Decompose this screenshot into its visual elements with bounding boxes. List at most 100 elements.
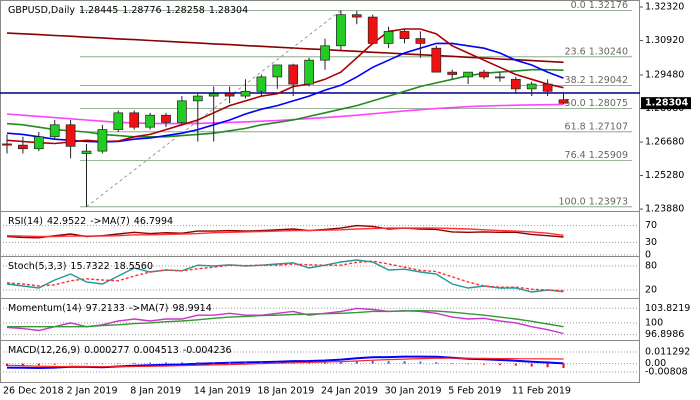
candle-body xyxy=(177,100,187,123)
y-tick-label: 100 xyxy=(645,317,663,328)
candle-body xyxy=(129,112,140,128)
candle-body xyxy=(145,114,155,128)
indicator-name: Momentum(14) xyxy=(8,303,82,314)
histogram-bar xyxy=(483,363,485,365)
candle-body xyxy=(542,83,553,92)
y-tick-label: 1.29480 xyxy=(645,70,684,81)
histogram-bar xyxy=(498,363,501,366)
x-tick-label: 30 Jan 2019 xyxy=(385,386,442,397)
y-tick-label: 96.8986 xyxy=(645,329,684,340)
panel-header: Momentum(14) 97.2133 ->MA(7) 98.9914 xyxy=(8,303,212,314)
x-tick-label: 24 Jan 2019 xyxy=(321,386,378,397)
fib-label: 38.2 1.29042 xyxy=(565,75,628,86)
candle-body xyxy=(272,64,283,78)
candle-body xyxy=(224,93,235,97)
y-tick-label: 0 xyxy=(645,250,651,261)
histogram-bar xyxy=(133,362,136,364)
histogram-bar xyxy=(117,363,120,364)
y-tick-label: 0.011292 xyxy=(645,347,690,358)
histogram-bar xyxy=(467,363,470,365)
histogram-bar xyxy=(101,363,104,365)
fib-label: 76.4 1.25909 xyxy=(565,150,628,161)
candle-body xyxy=(558,99,569,104)
indicator-line xyxy=(6,32,564,64)
y-tick-label: 30 xyxy=(645,237,657,248)
histogram-bar xyxy=(53,363,56,365)
histogram-bar xyxy=(21,363,24,366)
histogram-bar xyxy=(355,360,358,364)
candle-body xyxy=(431,47,442,73)
candle-body xyxy=(367,16,378,44)
ohlc-value: 1.28445 xyxy=(79,5,118,16)
candle-body xyxy=(97,129,108,152)
symbol-title: GBPUSD,Daily xyxy=(8,5,75,16)
histogram-bar xyxy=(339,361,342,364)
y-tick-label: 1.23880 xyxy=(645,204,684,215)
candle-body xyxy=(208,93,219,97)
histogram-bar xyxy=(403,361,406,364)
histogram-bar xyxy=(228,361,231,364)
ohlc-value: 1.28776 xyxy=(122,5,161,16)
histogram-bar xyxy=(451,363,454,364)
candle-body xyxy=(495,76,505,79)
candle-body xyxy=(65,124,76,147)
histogram-bar xyxy=(419,361,422,364)
indicator-value: 46.7994 xyxy=(134,216,173,227)
histogram-bar xyxy=(180,362,183,364)
indicator-value: 97.2133 xyxy=(86,303,125,314)
ohlc-value: 1.28258 xyxy=(166,5,205,16)
histogram-bar xyxy=(165,362,167,364)
histogram-bar xyxy=(546,363,549,368)
histogram-bar xyxy=(6,363,8,367)
indicator-line xyxy=(6,259,564,293)
fib-label: 50.0 1.28075 xyxy=(565,98,628,109)
indicator-value: 42.9522 xyxy=(47,216,86,227)
candle-body xyxy=(33,136,44,150)
candle-body xyxy=(240,90,251,97)
histogram-bar xyxy=(387,361,390,364)
y-tick-label: 0.00 xyxy=(645,358,666,369)
price-label: 1.28304 xyxy=(645,98,689,109)
histogram-bar xyxy=(530,363,533,367)
histogram-bar xyxy=(260,362,263,364)
indicator-value: 0.004513 xyxy=(134,345,179,356)
fib-label: 23.6 1.30240 xyxy=(565,46,628,57)
x-tick-label: 5 Feb 2019 xyxy=(448,386,501,397)
y-tick-label: -0.00808 xyxy=(645,366,688,377)
x-tick-label: 11 Feb 2019 xyxy=(512,386,571,397)
y-tick-label: 1.26680 xyxy=(645,137,684,148)
ohlc-value: 1.28304 xyxy=(209,5,248,16)
indicator-name: RSI(14) xyxy=(8,216,43,227)
indicator-title: MACD(12,26,9) xyxy=(8,345,80,356)
x-tick-label: 2 Jan 2019 xyxy=(67,386,118,397)
candle-body xyxy=(510,78,521,90)
histogram-bar xyxy=(371,360,374,364)
candle-body xyxy=(351,14,362,18)
candle-body xyxy=(161,114,171,123)
candle-body xyxy=(399,31,410,39)
indicator-value: -0.004236 xyxy=(183,345,232,356)
x-tick-label: 14 Jan 2019 xyxy=(194,386,251,397)
indicator-value: 18.5560 xyxy=(114,261,153,272)
histogram-bar xyxy=(69,363,72,365)
histogram-bar xyxy=(562,363,565,369)
histogram-bar xyxy=(435,362,438,364)
x-tick-label: 18 Jan 2019 xyxy=(257,386,314,397)
candle-body xyxy=(49,124,60,138)
candle-body xyxy=(320,45,330,61)
indicator-line xyxy=(7,309,564,328)
histogram-bar xyxy=(212,362,215,364)
y-tick-label: 103.8219 xyxy=(645,303,690,314)
x-tick-label: 26 Dec 2018 xyxy=(3,386,64,397)
candle-body xyxy=(192,95,203,102)
histogram-bar xyxy=(149,362,152,364)
histogram-bar xyxy=(244,362,247,364)
panel-header: RSI(14) 42.9522 ->MA(7) 46.7994 xyxy=(8,216,173,227)
y-tick-label: 70 xyxy=(645,220,657,231)
indicator-line xyxy=(6,227,564,238)
indicator-name: ->MA(7) xyxy=(129,303,169,314)
panel-header: Stoch(5,3,3) 15.7322 18.5560 xyxy=(8,261,153,272)
indicator-name: ->MA(7) xyxy=(90,216,130,227)
y-tick-label: 20 xyxy=(645,285,657,296)
